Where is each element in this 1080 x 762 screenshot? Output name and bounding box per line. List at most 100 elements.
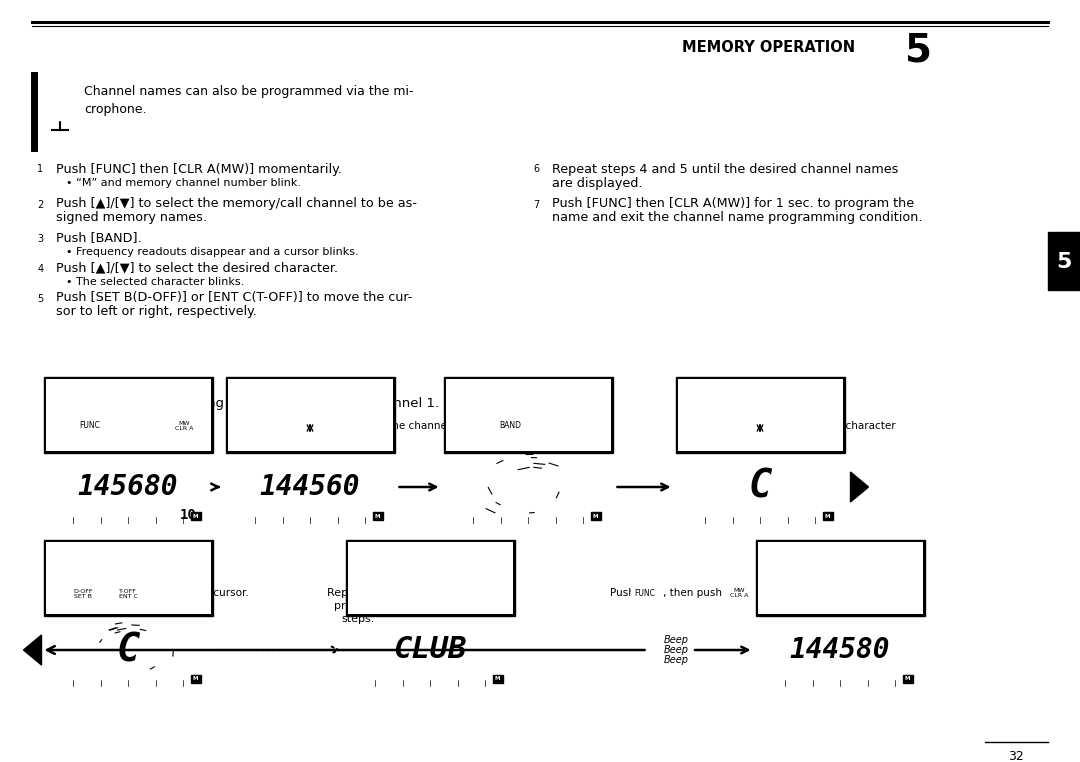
- Text: M: M: [593, 514, 598, 518]
- Text: M: M: [192, 677, 199, 681]
- Text: MW
CLR A: MW CLR A: [730, 588, 748, 598]
- Text: 144580: 144580: [789, 636, 890, 664]
- Text: M: M: [825, 514, 831, 518]
- Bar: [190, 675, 201, 683]
- Bar: [43, 377, 213, 453]
- Polygon shape: [24, 635, 41, 665]
- Text: Push [FUNC] then [CLR A(MW)] momentarily.: Push [FUNC] then [CLR A(MW)] momentarily…: [56, 162, 342, 175]
- Bar: [530, 163, 543, 176]
- Text: to select the character: to select the character: [777, 421, 895, 431]
- Bar: [757, 674, 922, 686]
- Bar: [677, 511, 842, 523]
- Bar: [747, 418, 773, 438]
- Text: previous: previous: [334, 601, 382, 611]
- Text: M: M: [192, 514, 199, 518]
- Ellipse shape: [50, 86, 70, 120]
- Bar: [756, 540, 924, 616]
- Text: BAND: BAND: [499, 421, 521, 431]
- Text: , then push: , then push: [663, 588, 726, 598]
- Bar: [168, 417, 199, 435]
- Text: [EXAMPLE]:: [EXAMPLE]:: [46, 398, 134, 411]
- Bar: [33, 262, 48, 275]
- Bar: [346, 540, 514, 616]
- Text: 144560: 144560: [260, 473, 361, 501]
- Text: Push: Push: [610, 588, 638, 598]
- Bar: [675, 377, 845, 453]
- Bar: [823, 512, 833, 520]
- Text: Push: Push: [472, 421, 500, 431]
- Text: MEMORY OPERATION: MEMORY OPERATION: [681, 40, 855, 56]
- Text: , then push: , then push: [107, 421, 170, 431]
- Bar: [444, 377, 612, 453]
- Text: • The selected character blinks.: • The selected character blinks.: [66, 277, 244, 287]
- Bar: [45, 511, 211, 523]
- Text: Push: Push: [46, 421, 75, 431]
- Text: Channel names can also be programmed via the mi-: Channel names can also be programmed via…: [84, 85, 414, 98]
- Text: Push [FUNC] then [CLR A(MW)] for 1 sec. to program the: Push [FUNC] then [CLR A(MW)] for 1 sec. …: [552, 197, 914, 210]
- Text: Push [BAND].: Push [BAND].: [56, 232, 141, 245]
- Bar: [446, 379, 610, 451]
- Text: for 1 sec.: for 1 sec.: [758, 588, 807, 598]
- Bar: [33, 198, 48, 211]
- Bar: [228, 379, 392, 451]
- Text: name and exit the channel name programming condition.: name and exit the channel name programmi…: [552, 212, 922, 225]
- Bar: [492, 675, 502, 683]
- Bar: [226, 377, 394, 453]
- Text: are displayed.: are displayed.: [552, 177, 643, 190]
- Text: .: .: [202, 421, 205, 431]
- Text: 5: 5: [905, 31, 932, 69]
- Bar: [297, 418, 323, 438]
- Bar: [228, 511, 392, 523]
- Text: crophone.: crophone.: [84, 104, 147, 117]
- Text: 5: 5: [1056, 252, 1071, 272]
- Polygon shape: [851, 472, 868, 502]
- Bar: [631, 585, 659, 601]
- Text: 7: 7: [534, 200, 540, 210]
- Bar: [45, 542, 211, 614]
- Bar: [496, 418, 524, 434]
- Bar: [33, 292, 48, 305]
- Text: to select the channel.: to select the channel.: [340, 421, 454, 431]
- Text: 145680: 145680: [78, 473, 178, 501]
- Text: Beep: Beep: [664, 635, 689, 645]
- Text: Push [SET B(D-OFF)] or [ENT C(T-OFF)] to move the cur-: Push [SET B(D-OFF)] or [ENT C(T-OFF)] to…: [56, 292, 413, 305]
- Bar: [348, 542, 513, 614]
- Text: 2: 2: [38, 200, 43, 210]
- Bar: [348, 674, 513, 686]
- Text: sor to left or right, respectively.: sor to left or right, respectively.: [56, 306, 257, 319]
- Bar: [43, 540, 213, 616]
- Bar: [190, 512, 201, 520]
- Text: C: C: [748, 468, 772, 506]
- Bar: [112, 585, 144, 603]
- Text: 1: 1: [38, 165, 43, 174]
- Text: 10: 10: [180, 508, 197, 522]
- Bar: [1048, 232, 1080, 290]
- Bar: [45, 379, 211, 451]
- Text: 32: 32: [1008, 750, 1024, 762]
- Text: steps.: steps.: [341, 614, 375, 624]
- Bar: [33, 163, 48, 176]
- Text: 3: 3: [38, 233, 43, 244]
- Text: FUNC: FUNC: [635, 588, 656, 597]
- Text: 5: 5: [38, 293, 43, 303]
- Bar: [33, 232, 48, 245]
- Text: 4: 4: [38, 264, 43, 274]
- Text: FUNC: FUNC: [80, 421, 100, 431]
- Bar: [677, 379, 842, 451]
- Bar: [32, 388, 1042, 726]
- Bar: [67, 585, 99, 603]
- Bar: [45, 674, 211, 686]
- Bar: [530, 198, 543, 211]
- Bar: [757, 542, 922, 614]
- Text: Push [▲]/[▼] to select the memory/call channel to be as-: Push [▲]/[▼] to select the memory/call c…: [56, 197, 417, 210]
- Text: CLUB: CLUB: [393, 636, 467, 664]
- Text: 6: 6: [534, 165, 540, 174]
- Text: to move the cursor.: to move the cursor.: [147, 588, 248, 598]
- Bar: [76, 418, 104, 434]
- Text: Push [▲]/[▼] to select the desired character.: Push [▲]/[▼] to select the desired chara…: [56, 261, 338, 274]
- Text: Beep: Beep: [664, 645, 689, 655]
- Text: or: or: [102, 588, 118, 598]
- Text: signed memory names.: signed memory names.: [56, 212, 207, 225]
- Text: MW
CLR A: MW CLR A: [175, 421, 193, 431]
- Text: Repeat steps 4 and 5 until the desired channel names: Repeat steps 4 and 5 until the desired c…: [552, 162, 899, 175]
